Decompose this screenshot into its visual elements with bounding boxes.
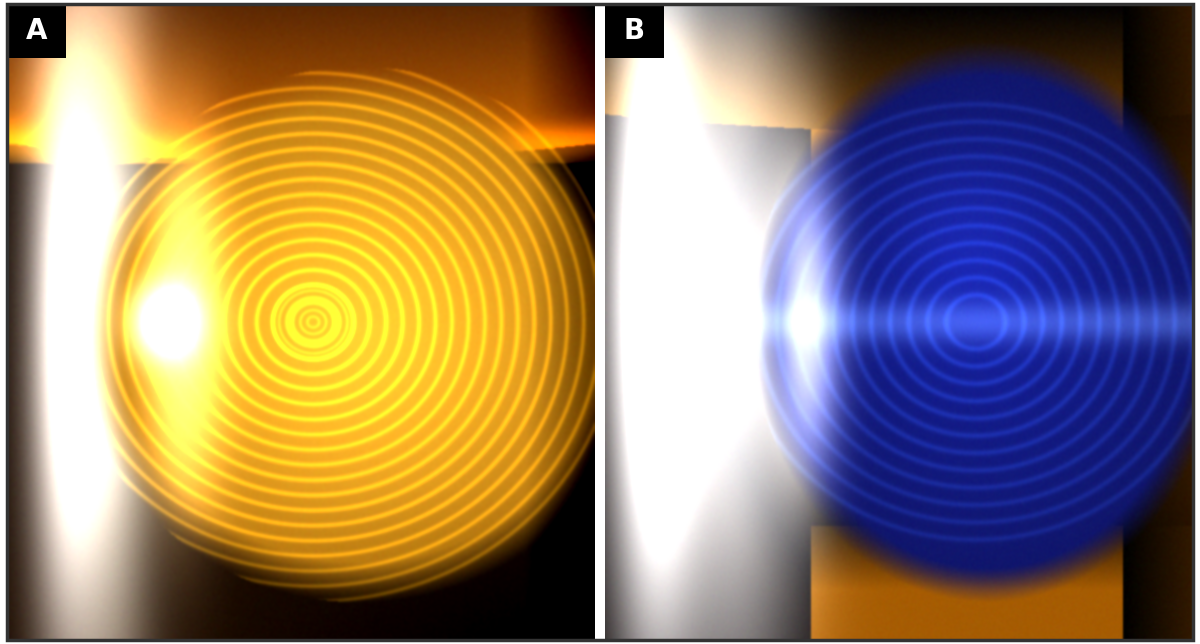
- Text: A: A: [26, 17, 47, 45]
- FancyBboxPatch shape: [7, 4, 66, 58]
- Text: B: B: [624, 17, 644, 45]
- FancyBboxPatch shape: [605, 4, 664, 58]
